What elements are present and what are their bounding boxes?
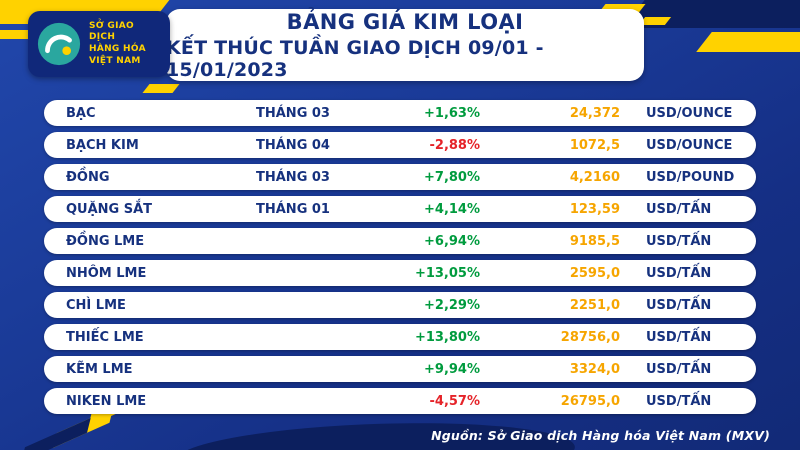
table-row: KẼM LME +9,94% 3324,0 USD/TẤN: [44, 356, 756, 382]
metal-name: THIẾC LME: [66, 329, 144, 345]
metal-name: NIKEN LME: [66, 393, 147, 409]
change-percent: +1,63%: [424, 105, 480, 121]
table-row: CHÌ LME +2,29% 2251,0 USD/TẤN: [44, 292, 756, 318]
price-value: 28756,0: [560, 329, 620, 345]
change-percent: -2,88%: [429, 137, 481, 153]
metal-name: QUẶNG SẮT: [66, 201, 153, 217]
page-subtitle: KẾT THÚC TUẦN GIAO DỊCH 09/01 - 15/01/20…: [166, 36, 544, 81]
price-value: 9185,5: [569, 233, 620, 249]
table-row: BẠC THÁNG 03 +1,63% 24,372 USD/OUNCE: [44, 100, 756, 126]
table-row: NHÔM LME +13,05% 2595,0 USD/TẤN: [44, 260, 756, 286]
change-percent: +6,94%: [424, 233, 480, 249]
change-percent: -4,57%: [429, 393, 481, 409]
price-unit: USD/OUNCE: [646, 105, 733, 121]
metal-name: NHÔM LME: [66, 265, 147, 281]
price-value: 123,59: [569, 201, 620, 217]
table-row: BẠCH KIM THÁNG 04 -2,88% 1072,5 USD/OUNC…: [44, 132, 756, 158]
metal-name: ĐỒNG: [66, 169, 110, 185]
price-value: 2251,0: [569, 297, 620, 313]
decor-slash-bottom-left-navy: [21, 417, 91, 450]
table-row: ĐỒNG THÁNG 03 +7,80% 4,2160 USD/POUND: [44, 164, 756, 190]
price-unit: USD/OUNCE: [646, 137, 733, 153]
table-row: THIẾC LME +13,80% 28756,0 USD/TẤN: [44, 324, 756, 350]
table-row: QUẶNG SẮT THÁNG 01 +4,14% 123,59 USD/TẤN: [44, 196, 756, 222]
change-percent: +4,14%: [424, 201, 480, 217]
contract-month: THÁNG 03: [256, 105, 330, 121]
change-percent: +7,80%: [424, 169, 480, 185]
metal-name: ĐỒNG LME: [66, 233, 145, 249]
metal-name: BẠCH KIM: [66, 137, 139, 153]
metal-name: CHÌ LME: [66, 297, 126, 313]
price-unit: USD/TẤN: [646, 393, 712, 409]
price-value: 26795,0: [560, 393, 620, 409]
metal-name: KẼM LME: [66, 361, 133, 377]
decor-slash-top-right-big: [696, 32, 800, 52]
price-value: 24,372: [569, 105, 620, 121]
table-row: NIKEN LME -4,57% 26795,0 USD/TẤN: [44, 388, 756, 414]
price-value: 4,2160: [569, 169, 620, 185]
price-unit: USD/TẤN: [646, 329, 712, 345]
change-percent: +13,80%: [414, 329, 480, 345]
change-percent: +2,29%: [424, 297, 480, 313]
decor-slash-title: [142, 84, 180, 93]
price-unit: USD/TẤN: [646, 265, 712, 281]
price-unit: USD/TẤN: [646, 361, 712, 377]
contract-month: THÁNG 04: [256, 137, 330, 153]
price-value: 2595,0: [569, 265, 620, 281]
contract-month: THÁNG 03: [256, 169, 330, 185]
mxv-logo-text: SỞ GIAO DỊCH HÀNG HÓA VIỆT NAM: [89, 21, 162, 68]
change-percent: +9,94%: [424, 361, 480, 377]
page-title: BẢNG GIÁ KIM LOẠI: [286, 9, 524, 34]
table-row: ĐỒNG LME +6,94% 9185,5 USD/TẤN: [44, 228, 756, 254]
price-value: 3324,0: [569, 361, 620, 377]
title-banner: BẢNG GIÁ KIM LOẠI KẾT THÚC TUẦN GIAO DỊC…: [166, 9, 644, 81]
mxv-logo-icon: [36, 21, 82, 67]
logo-line-1: SỞ GIAO DỊCH: [89, 20, 134, 43]
change-percent: +13,05%: [414, 265, 480, 281]
logo-line-2: HÀNG HÓA: [89, 44, 146, 54]
price-value: 1072,5: [569, 137, 620, 153]
mxv-logo: SỞ GIAO DỊCH HÀNG HÓA VIỆT NAM: [28, 11, 170, 77]
price-unit: USD/POUND: [646, 169, 735, 185]
price-unit: USD/TẤN: [646, 233, 712, 249]
price-table: BẠC THÁNG 03 +1,63% 24,372 USD/OUNCE BẠC…: [44, 100, 756, 420]
source-note: Nguồn: Sở Giao dịch Hàng hóa Việt Nam (M…: [431, 428, 770, 443]
price-unit: USD/TẤN: [646, 201, 712, 217]
contract-month: THÁNG 01: [256, 201, 330, 217]
logo-line-3: VIỆT NAM: [89, 55, 141, 66]
metal-name: BẠC: [66, 105, 96, 121]
price-unit: USD/TẤN: [646, 297, 712, 313]
